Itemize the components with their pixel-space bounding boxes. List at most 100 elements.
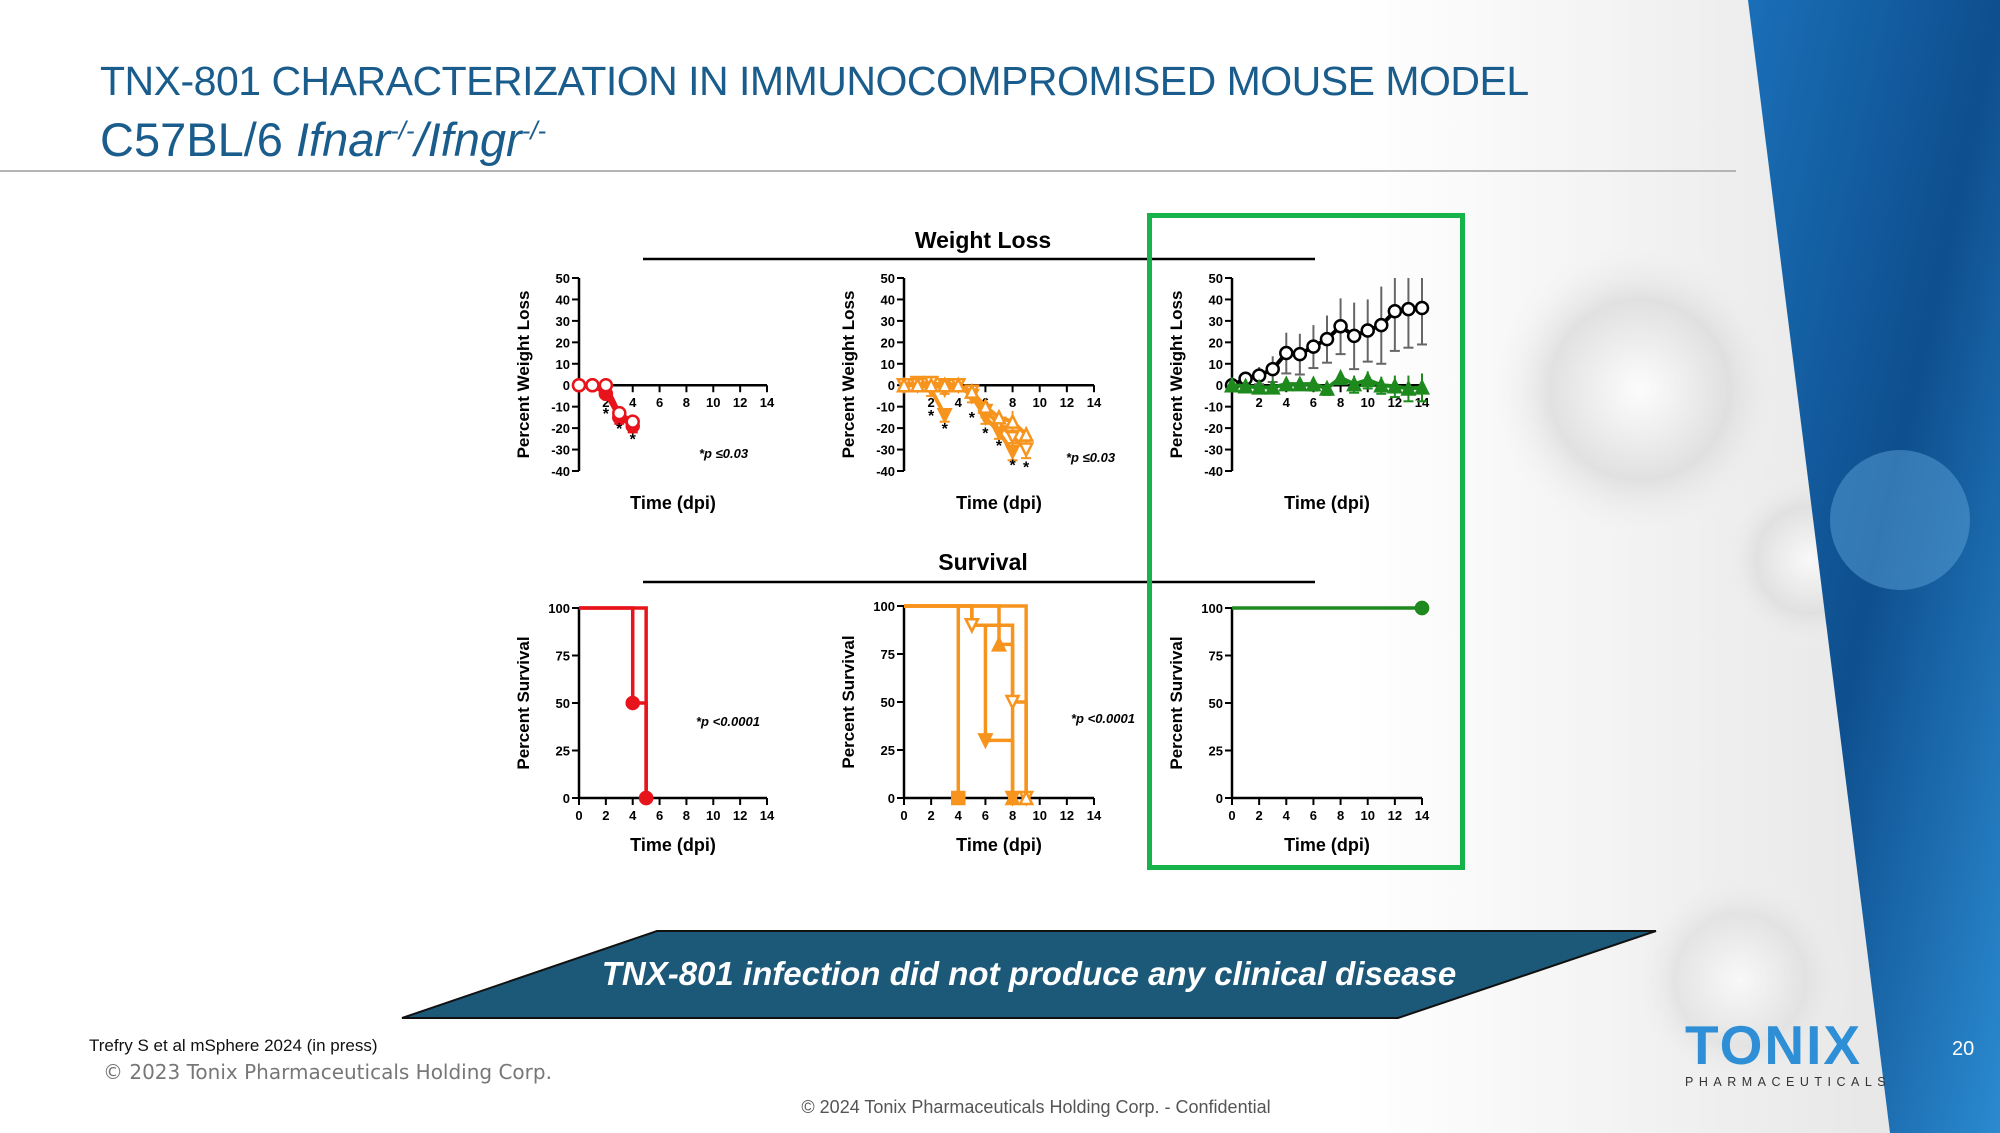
x-tick-label: 12 [1388, 808, 1402, 823]
p-value-annotation: *p <0.0001 [696, 714, 760, 729]
data-point [1018, 425, 1035, 442]
highlight-box [1147, 213, 1465, 870]
subtitle-prefix: C57BL/6 [100, 113, 296, 166]
y-axis-label: Percent Survival [839, 635, 858, 768]
gene1: Ifnar [295, 113, 391, 166]
significance-star: * [942, 421, 949, 438]
significance-star: * [982, 425, 989, 442]
y-tick-label: 10 [556, 357, 570, 372]
y-tick-label: 50 [1209, 271, 1223, 286]
data-point [1306, 339, 1321, 354]
series-4 [904, 604, 1035, 806]
x-tick-label: 4 [1283, 395, 1291, 410]
y-tick-label: 0 [1216, 378, 1223, 393]
data-point [638, 790, 654, 806]
data-point [1291, 375, 1308, 392]
x-tick-label: 2 [928, 395, 935, 410]
data-point [936, 407, 953, 425]
data-point [1292, 346, 1308, 362]
y-tick-label: 50 [556, 271, 570, 286]
page-number: 20 [1952, 1038, 1975, 1060]
x-axis-label: Time (dpi) [956, 493, 1042, 513]
y-tick-label: -30 [1204, 443, 1223, 458]
data-point [1374, 317, 1389, 333]
p-value-annotation: *p <0.0001 [1071, 711, 1135, 726]
section-survival-label: Survival [938, 549, 1028, 575]
title-divider [0, 170, 1736, 172]
x-tick-label: 14 [1415, 395, 1430, 410]
data-point [571, 377, 587, 393]
x-tick-label: 2 [602, 808, 609, 823]
x-tick-label: 8 [683, 395, 690, 410]
x-tick-label: 6 [656, 808, 663, 823]
series-1 [1223, 368, 1431, 403]
data-point [1359, 371, 1376, 388]
data-point [950, 376, 967, 393]
y-tick-label: 75 [556, 649, 570, 664]
x-tick-label: 8 [1337, 808, 1344, 823]
y-tick-label: 50 [881, 271, 895, 286]
x-tick-label: 0 [900, 808, 907, 823]
x-tick-label: 14 [1415, 808, 1430, 823]
series-0 [1232, 600, 1430, 616]
x-tick-label: 2 [602, 395, 609, 410]
series-line [904, 383, 1028, 436]
data-point [1004, 412, 1021, 429]
data-point [1237, 377, 1254, 394]
y-tick-label: -10 [1204, 400, 1223, 415]
series-line [579, 606, 648, 798]
data-point [1223, 376, 1241, 393]
significance-star: * [969, 410, 976, 427]
tonix-logo: TONIX PHARMACEUTICALS [1685, 1018, 1886, 1090]
y-tick-label: 20 [1209, 335, 1223, 350]
x-tick-label: 2 [928, 808, 935, 823]
series-line [904, 604, 961, 798]
data-point [1279, 345, 1294, 361]
significance-star: * [996, 438, 1003, 455]
y-tick-label: 100 [548, 601, 570, 616]
y-tick-label: -20 [876, 421, 895, 436]
x-tick-label: 6 [1310, 808, 1317, 823]
x-axis-label: Time (dpi) [1284, 493, 1370, 513]
y-tick-label: -10 [551, 400, 570, 415]
data-point [625, 695, 640, 711]
x-tick-label: 10 [706, 395, 720, 410]
data-point [1018, 789, 1035, 806]
data-point [1004, 694, 1021, 711]
x-tick-label: 14 [760, 808, 775, 823]
y-tick-label: 0 [563, 791, 570, 806]
series-3 [895, 376, 1035, 442]
data-point [1360, 323, 1375, 338]
x-axis-label: Time (dpi) [630, 835, 716, 855]
data-point [990, 408, 1008, 425]
copyright-2024: © 2024 Tonix Pharmaceuticals Holding Cor… [801, 1097, 1271, 1117]
reference: Trefry S et al mSphere 2024 (in press) [89, 1036, 378, 1055]
gene2: Ifngr [427, 113, 522, 166]
x-tick-label: 6 [982, 808, 989, 823]
x-tick-label: 12 [733, 395, 747, 410]
y-tick-label: -40 [876, 464, 895, 479]
x-tick-label: 0 [1228, 808, 1235, 823]
data-point [895, 376, 913, 393]
y-tick-label: 50 [1209, 696, 1223, 711]
gene2-sup: -/- [521, 115, 547, 146]
y-tick-label: 25 [1209, 744, 1223, 759]
x-tick-label: 12 [1060, 808, 1074, 823]
x-tick-label: 8 [1009, 395, 1016, 410]
x-tick-label: 8 [1337, 395, 1344, 410]
y-tick-label: 25 [556, 744, 570, 759]
data-point [585, 377, 600, 393]
data-point [1319, 331, 1335, 347]
y-tick-label: 75 [1209, 649, 1223, 664]
slide-title: TNX-801 CHARACTERIZATION IN IMMUNOCOMPRO… [100, 58, 1529, 104]
data-point [936, 376, 953, 393]
banner-text: TNX-801 infection did not produce any cl… [601, 955, 1457, 992]
y-tick-label: 30 [556, 314, 570, 329]
p-value-annotation: *p ≤0.03 [699, 446, 749, 461]
data-point [1332, 368, 1349, 385]
x-tick-label: 10 [706, 808, 720, 823]
x-tick-label: 8 [1009, 808, 1016, 823]
data-point [1278, 375, 1295, 392]
y-axis-label: Percent Survival [1167, 636, 1186, 769]
